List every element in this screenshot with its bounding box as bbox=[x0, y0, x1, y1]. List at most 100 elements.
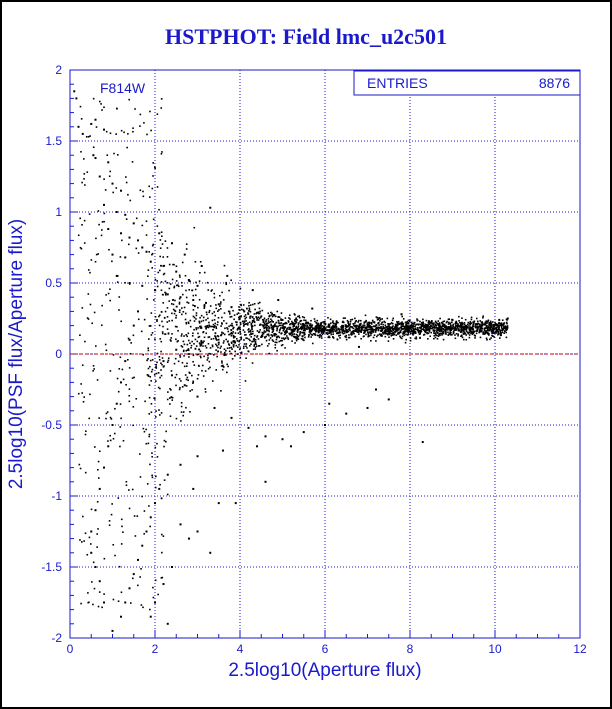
data-point bbox=[211, 380, 214, 382]
data-point bbox=[419, 320, 421, 323]
data-point bbox=[253, 334, 256, 337]
data-point bbox=[360, 337, 362, 340]
data-point bbox=[505, 331, 507, 334]
data-point bbox=[161, 151, 163, 153]
data-point bbox=[97, 210, 100, 212]
data-point bbox=[124, 281, 126, 284]
data-point bbox=[256, 336, 258, 338]
data-point bbox=[245, 343, 248, 345]
data-point bbox=[185, 365, 188, 367]
data-point bbox=[155, 365, 157, 368]
data-point bbox=[458, 324, 460, 327]
data-point bbox=[249, 315, 252, 318]
data-point bbox=[253, 343, 256, 346]
data-point bbox=[499, 330, 502, 332]
data-point bbox=[377, 321, 380, 324]
data-point bbox=[197, 336, 200, 339]
data-point bbox=[304, 329, 306, 332]
data-point bbox=[179, 354, 181, 357]
data-point bbox=[268, 342, 270, 345]
data-point bbox=[275, 325, 278, 328]
data-point bbox=[174, 325, 177, 328]
data-point bbox=[356, 324, 358, 327]
data-point bbox=[183, 253, 186, 256]
data-point bbox=[497, 330, 500, 333]
data-point bbox=[246, 347, 248, 349]
data-point bbox=[275, 341, 278, 344]
data-point bbox=[315, 328, 318, 330]
data-point bbox=[175, 314, 178, 317]
data-point bbox=[454, 334, 456, 336]
data-point bbox=[131, 161, 134, 163]
data-point bbox=[273, 334, 276, 336]
data-point bbox=[166, 361, 169, 363]
data-point bbox=[301, 326, 303, 329]
data-point bbox=[261, 331, 264, 334]
data-point bbox=[183, 335, 185, 337]
data-point bbox=[415, 337, 418, 340]
data-point bbox=[208, 311, 210, 314]
data-point bbox=[141, 495, 143, 498]
data-point bbox=[304, 319, 307, 322]
data-point bbox=[151, 452, 153, 454]
data-point bbox=[149, 260, 152, 263]
data-point bbox=[250, 335, 253, 338]
data-point bbox=[370, 321, 373, 324]
data-point bbox=[314, 329, 317, 331]
data-point bbox=[188, 356, 190, 358]
data-point bbox=[348, 323, 350, 326]
data-point bbox=[146, 133, 148, 136]
data-point bbox=[457, 323, 459, 325]
data-point bbox=[413, 332, 415, 335]
data-point bbox=[173, 263, 175, 266]
data-point bbox=[192, 380, 195, 383]
data-point bbox=[217, 343, 220, 346]
data-point bbox=[361, 325, 363, 328]
data-point bbox=[207, 342, 210, 345]
data-point bbox=[464, 318, 467, 321]
data-point bbox=[199, 345, 202, 347]
data-point bbox=[272, 313, 275, 316]
data-point bbox=[412, 330, 415, 332]
data-point bbox=[236, 340, 239, 342]
data-point bbox=[199, 272, 201, 274]
data-point bbox=[277, 322, 280, 324]
data-point bbox=[81, 541, 83, 543]
data-point bbox=[398, 328, 400, 331]
data-point bbox=[189, 411, 191, 413]
data-point bbox=[293, 313, 296, 315]
data-point bbox=[217, 335, 220, 338]
data-point bbox=[424, 329, 426, 331]
data-point bbox=[354, 328, 357, 331]
data-point bbox=[132, 573, 135, 576]
data-point bbox=[160, 497, 163, 500]
data-point bbox=[419, 331, 422, 334]
data-point bbox=[442, 331, 445, 333]
data-point bbox=[352, 327, 355, 330]
data-point bbox=[305, 327, 307, 329]
data-point bbox=[109, 416, 112, 419]
data-point bbox=[235, 344, 238, 347]
data-point bbox=[492, 332, 495, 334]
data-point bbox=[232, 344, 235, 346]
data-point bbox=[235, 337, 238, 340]
data-point bbox=[474, 323, 477, 326]
data-point bbox=[308, 334, 310, 336]
data-point bbox=[228, 344, 231, 346]
data-point bbox=[421, 322, 424, 324]
data-point bbox=[498, 321, 500, 324]
data-point bbox=[155, 372, 158, 375]
data-point bbox=[486, 329, 489, 331]
data-point bbox=[143, 318, 146, 321]
data-point bbox=[214, 314, 216, 317]
data-point bbox=[188, 280, 190, 283]
data-point bbox=[489, 323, 491, 325]
data-point bbox=[263, 330, 266, 332]
data-point bbox=[289, 332, 292, 335]
data-point bbox=[188, 288, 191, 291]
data-point bbox=[423, 326, 425, 329]
data-point bbox=[146, 483, 149, 485]
data-point bbox=[370, 323, 373, 325]
data-point bbox=[250, 325, 253, 328]
data-point bbox=[249, 333, 251, 336]
